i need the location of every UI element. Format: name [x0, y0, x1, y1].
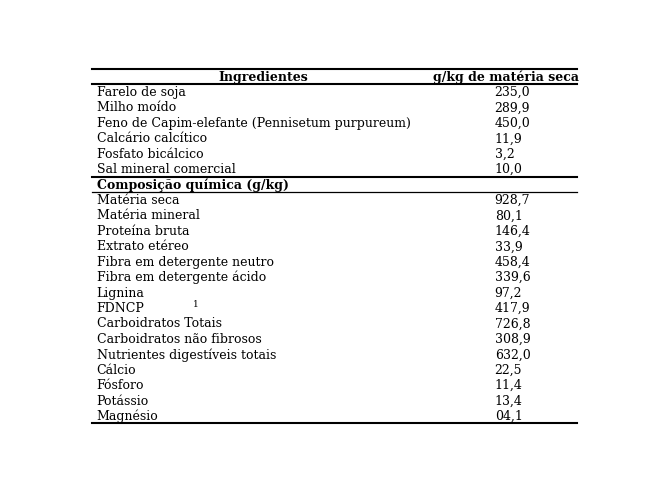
- Text: Fibra em detergente neutro: Fibra em detergente neutro: [96, 256, 274, 269]
- Text: 289,9: 289,9: [495, 102, 530, 114]
- Text: g/kg de matéria seca: g/kg de matéria seca: [433, 70, 579, 84]
- Text: Proteína bruta: Proteína bruta: [96, 225, 189, 238]
- Text: 235,0: 235,0: [495, 86, 530, 99]
- Text: 458,4: 458,4: [495, 256, 530, 269]
- Text: 928,7: 928,7: [495, 194, 530, 207]
- Text: 13,4: 13,4: [495, 394, 522, 408]
- Text: Extrato etéreo: Extrato etéreo: [96, 240, 188, 253]
- Text: Potássio: Potássio: [96, 394, 149, 408]
- Text: Milho moído: Milho moído: [96, 102, 176, 114]
- Text: FDNCP: FDNCP: [96, 302, 145, 315]
- Text: 33,9: 33,9: [495, 240, 522, 253]
- Text: Feno de Capim-elefante (Pennisetum purpureum): Feno de Capim-elefante (Pennisetum purpu…: [96, 117, 411, 130]
- Text: 22,5: 22,5: [495, 364, 522, 377]
- Text: 450,0: 450,0: [495, 117, 530, 130]
- Text: Lignina: Lignina: [96, 286, 145, 300]
- Text: Matéria seca: Matéria seca: [96, 194, 179, 207]
- Text: Farelo de soja: Farelo de soja: [96, 86, 186, 99]
- Text: 3,2: 3,2: [495, 148, 514, 161]
- Text: Cálcio: Cálcio: [96, 364, 136, 377]
- Text: 80,1: 80,1: [495, 210, 522, 222]
- Text: Fósforo: Fósforo: [96, 379, 144, 392]
- Text: Sal mineral comercial: Sal mineral comercial: [96, 163, 235, 176]
- Text: Ingredientes: Ingredientes: [218, 70, 308, 84]
- Text: Fibra em detergente ácido: Fibra em detergente ácido: [96, 271, 266, 284]
- Text: Nutrientes digestíveis totais: Nutrientes digestíveis totais: [96, 348, 276, 361]
- Text: 726,8: 726,8: [495, 317, 530, 330]
- Text: Fosfato bicálcico: Fosfato bicálcico: [96, 148, 203, 161]
- Text: 308,9: 308,9: [495, 333, 530, 346]
- Text: 10,0: 10,0: [495, 163, 522, 176]
- Text: 632,0: 632,0: [495, 349, 530, 361]
- Text: 417,9: 417,9: [495, 302, 530, 315]
- Text: 97,2: 97,2: [495, 286, 522, 300]
- Text: Carboidratos não fibrosos: Carboidratos não fibrosos: [96, 333, 261, 346]
- Text: 1: 1: [192, 300, 198, 309]
- Text: Composição química (g/kg): Composição química (g/kg): [96, 178, 289, 192]
- Text: 11,9: 11,9: [495, 132, 522, 145]
- Text: 339,6: 339,6: [495, 271, 530, 284]
- Text: Magnésio: Magnésio: [96, 410, 158, 423]
- Text: 04,1: 04,1: [495, 410, 522, 423]
- Text: Carboidratos Totais: Carboidratos Totais: [96, 317, 222, 330]
- Text: Calcário calcítico: Calcário calcítico: [96, 132, 207, 145]
- Text: 11,4: 11,4: [495, 379, 522, 392]
- Text: Matéria mineral: Matéria mineral: [96, 210, 200, 222]
- Text: 146,4: 146,4: [495, 225, 531, 238]
